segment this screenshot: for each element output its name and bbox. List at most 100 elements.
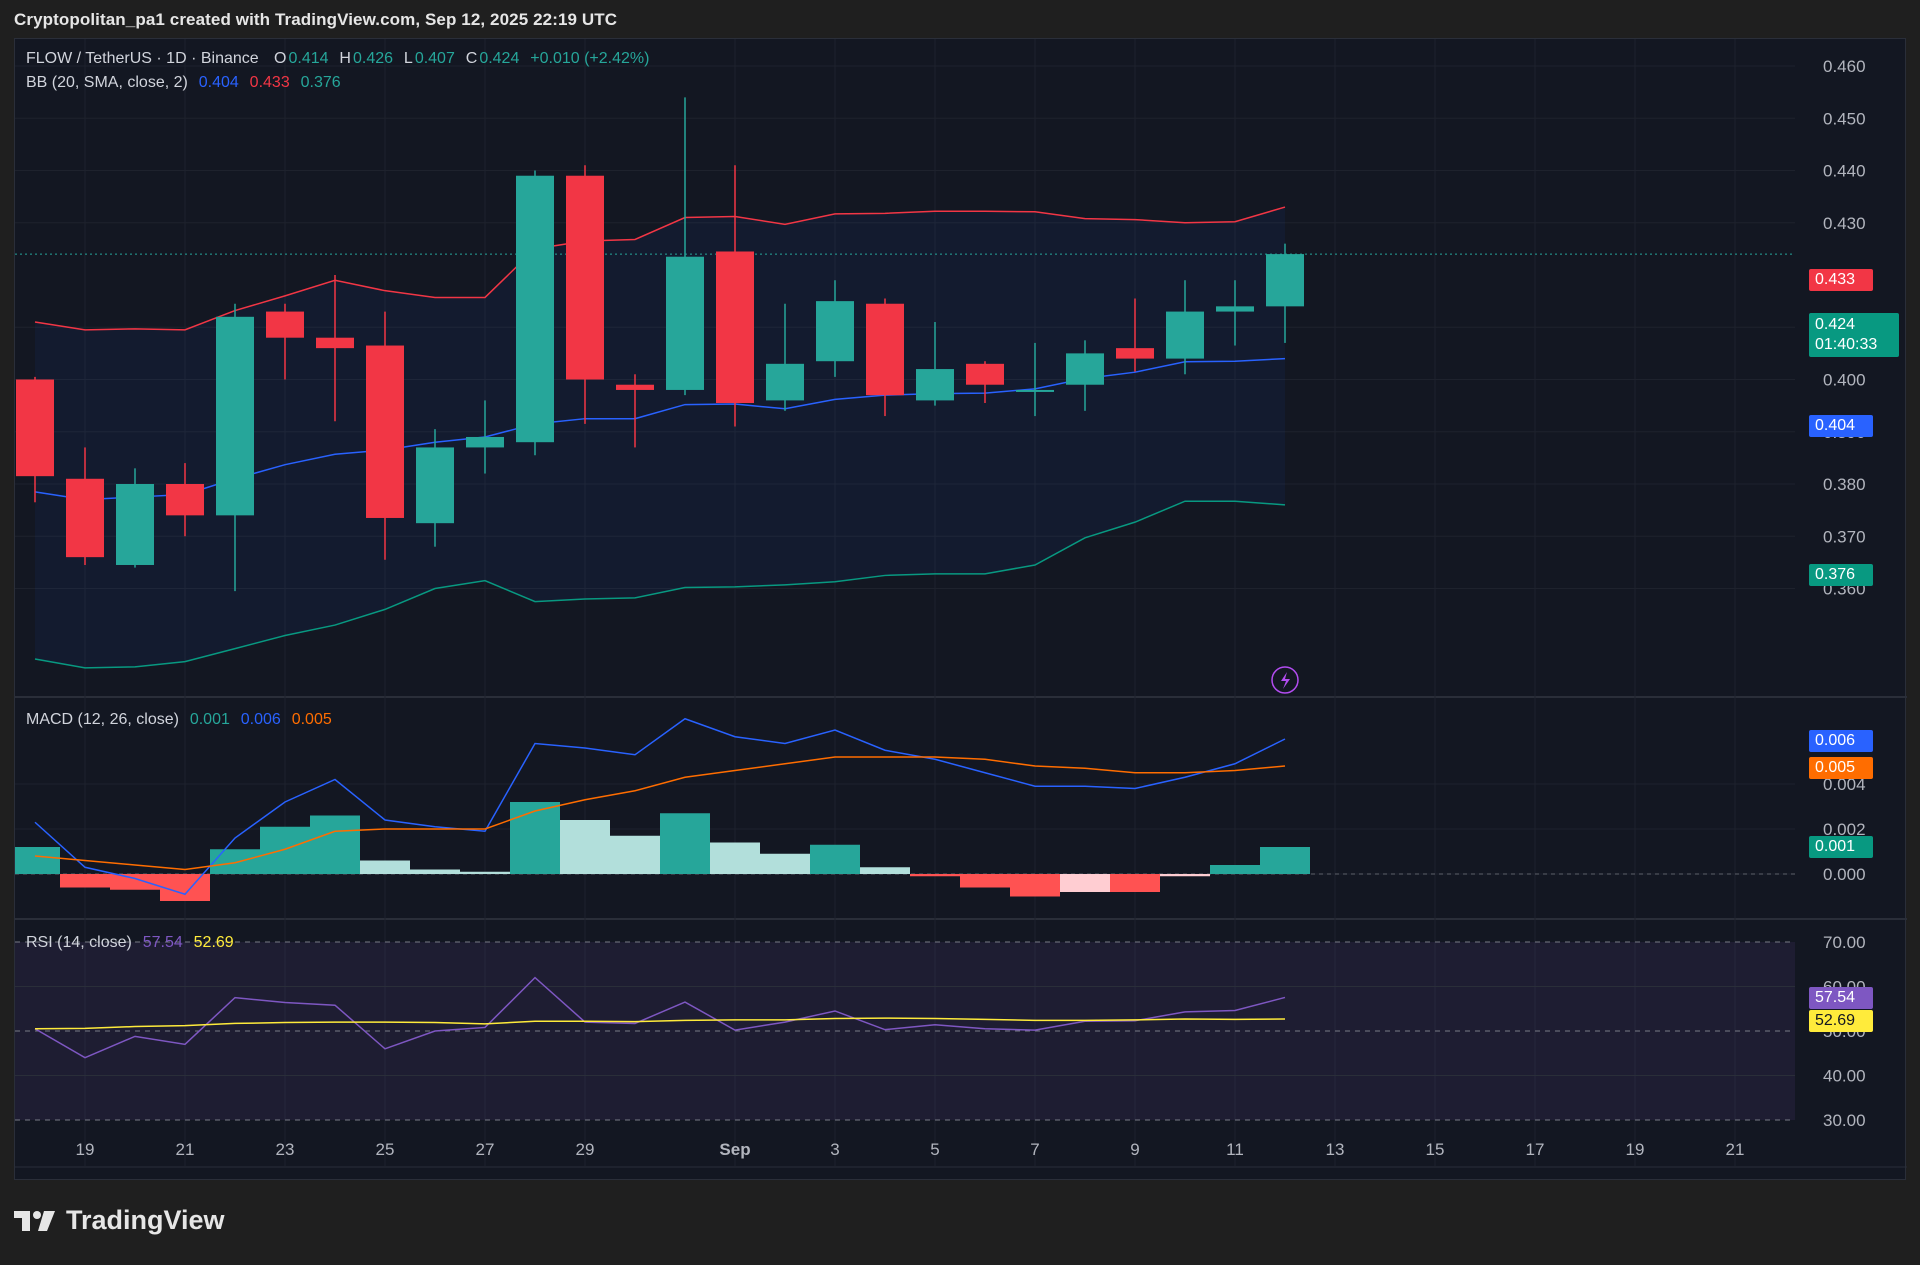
symbol-title[interactable]: FLOW / TetherUS · 1D · Binance <box>26 50 259 67</box>
bb-upper-value: 0.433 <box>249 74 290 91</box>
macd-histogram-bar <box>960 874 1010 888</box>
candle-body <box>516 175 554 443</box>
candle-body <box>916 369 954 401</box>
tradingview-logo-icon <box>14 1210 55 1231</box>
change-value: +0.010 (+2.42%) <box>530 50 650 67</box>
bb-lower-line <box>34 500 1286 669</box>
time-axis-label: 19 <box>76 1140 95 1159</box>
candle-body <box>1266 254 1304 307</box>
candle-body <box>666 256 704 390</box>
price-tick-label: 0.430 <box>1823 214 1866 233</box>
bb-upper-line <box>34 206 1286 331</box>
macd-histogram-bar <box>560 820 610 874</box>
time-axis-label: 5 <box>930 1140 939 1159</box>
time-axis-label: 13 <box>1326 1140 1345 1159</box>
macd-tick-label: 0.002 <box>1823 820 1866 839</box>
time-axis-label: 17 <box>1526 1140 1545 1159</box>
candle-body <box>216 316 254 516</box>
low-label: L <box>403 50 413 67</box>
rsi-tick-label: 30.00 <box>1823 1111 1866 1130</box>
bb-lower-value: 0.376 <box>300 74 341 91</box>
macd-histogram-bar <box>1060 874 1110 892</box>
time-axis-label: 23 <box>276 1140 295 1159</box>
macd-histogram-bar <box>1160 874 1210 877</box>
price-tick-label: 0.400 <box>1823 371 1866 390</box>
macd-tick-label: 0.004 <box>1823 775 1866 794</box>
macd-histogram-bar <box>15 847 60 874</box>
macd-histogram-bar <box>860 867 910 874</box>
macd-histogram-bar <box>710 842 760 874</box>
bb-basis-price-tag: 0.404 <box>1809 415 1873 437</box>
price-tick-label: 0.450 <box>1823 109 1866 128</box>
rsi-legend[interactable]: RSI (14, close) 57.54 52.69 <box>26 934 236 952</box>
macd-histogram-bar <box>460 871 510 874</box>
candle-body <box>16 379 54 477</box>
bb-band-fill <box>35 207 1285 668</box>
price-tick-label: 0.440 <box>1823 162 1866 181</box>
candle-body <box>166 484 204 516</box>
macd-legend[interactable]: MACD (12, 26, close) 0.001 0.006 0.005 <box>26 711 334 729</box>
candle-body <box>266 311 304 338</box>
time-axis-label: 9 <box>1130 1140 1139 1159</box>
macd-line <box>34 717 1286 896</box>
chart-frame[interactable]: 0.4700.4600.4500.4400.4300.4100.4000.390… <box>14 38 1907 1181</box>
high-label: H <box>339 50 351 67</box>
close-value: 0.424 <box>479 50 520 67</box>
candle-body <box>1166 311 1204 359</box>
rsi-tick-label: 40.00 <box>1823 1067 1866 1086</box>
price-tick-label: 0.460 <box>1823 57 1866 76</box>
time-axis-label: 11 <box>1226 1140 1244 1159</box>
last-price-tag: 0.424 01:40:33 <box>1809 313 1899 357</box>
rsi-label: RSI (14, close) <box>26 934 132 951</box>
candle-body <box>616 384 654 390</box>
time-axis-label: 7 <box>1030 1140 1039 1159</box>
macd-histogram-bar <box>410 869 460 874</box>
time-axis-label: Sep <box>719 1140 750 1159</box>
macd-hist-value: 0.001 <box>189 711 230 728</box>
macd-signal-value: 0.005 <box>291 711 332 728</box>
rsi-ma-line <box>34 1017 1286 1030</box>
bb-legend[interactable]: BB (20, SMA, close, 2) 0.404 0.433 0.376 <box>26 74 343 92</box>
macd-histogram-bar <box>1010 874 1060 897</box>
high-value: 0.426 <box>352 50 394 67</box>
candle-body <box>416 447 454 524</box>
candle-body <box>716 251 754 404</box>
macd-histogram-bar <box>110 874 160 890</box>
macd-histogram-bar <box>260 826 310 874</box>
macd-histogram-bar <box>1260 847 1310 874</box>
candle-body <box>816 301 854 362</box>
macd-histogram-bar <box>60 874 110 888</box>
open-label: O <box>274 50 287 67</box>
macd-histogram-bar <box>160 874 210 901</box>
chart-attribution: Cryptopolitan_pa1 created with TradingVi… <box>14 10 618 29</box>
time-axis-label: 29 <box>576 1140 595 1159</box>
macd-histogram-bar <box>310 815 360 874</box>
macd-histogram-bar <box>810 844 860 874</box>
candle-body <box>1116 348 1154 359</box>
low-value: 0.407 <box>414 50 455 67</box>
bar-countdown: 01:40:33 <box>1815 336 1878 353</box>
macd-histogram-bar <box>360 860 410 874</box>
time-axis-label: 19 <box>1626 1140 1645 1159</box>
candle-body <box>116 484 154 565</box>
candle-body <box>966 363 1004 385</box>
macd-signal-line <box>34 756 1286 871</box>
last-price-value: 0.424 <box>1815 316 1856 333</box>
rsi-value: 57.54 <box>142 934 183 951</box>
candle-body <box>66 478 104 558</box>
macd-histogram-bar <box>610 835 660 874</box>
candle-body <box>466 436 504 448</box>
candle-body <box>316 337 354 349</box>
trading-chart-canvas[interactable]: 0.4700.4600.4500.4400.4300.4100.4000.390… <box>15 39 1907 1181</box>
close-label: C <box>465 50 478 67</box>
rsi-line <box>34 976 1286 1059</box>
price-tick-label: 0.370 <box>1823 527 1866 546</box>
tradingview-brand[interactable]: TradingView <box>14 1205 225 1236</box>
time-axis-label: 3 <box>830 1140 839 1159</box>
lightning-icon <box>1271 666 1299 694</box>
candle-body <box>1066 353 1104 385</box>
macd-tick-label: 0.000 <box>1823 865 1866 884</box>
time-axis-label: 25 <box>376 1140 395 1159</box>
bb-basis-value: 0.404 <box>198 74 239 91</box>
macd-label: MACD (12, 26, close) <box>26 711 179 728</box>
